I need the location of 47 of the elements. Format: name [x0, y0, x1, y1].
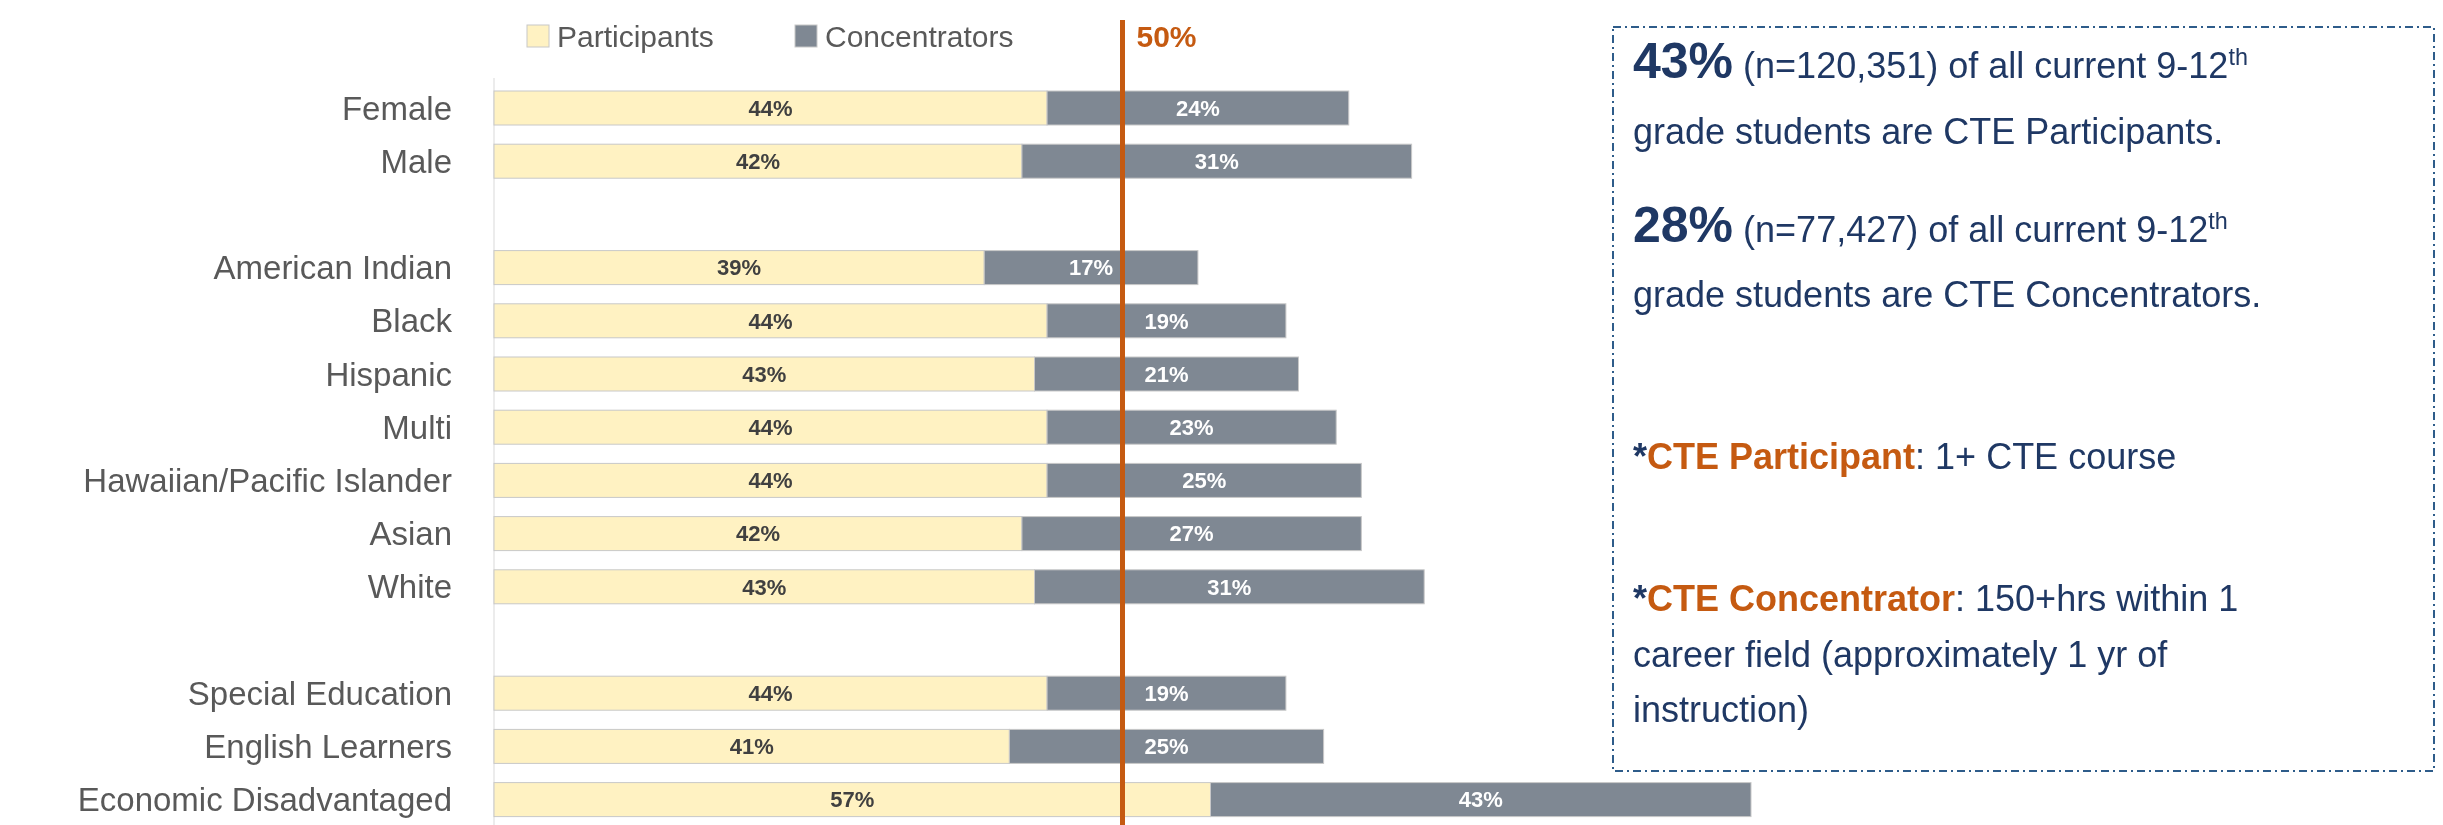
y-tick-label: Male [380, 142, 452, 180]
annotation: *CTE Concentrator: 150+hrs within 1 [1633, 578, 2239, 619]
y-tick-label: Multi [382, 408, 452, 446]
data-label: 31% [1194, 148, 1239, 174]
data-label: 44% [748, 468, 793, 494]
annotation: *CTE Participant: 1+ CTE course [1633, 436, 2177, 477]
annotation: career field (approximately 1 yr of [1633, 634, 2169, 675]
y-tick-label: Economic Disadvantaged [77, 781, 452, 819]
data-label: 44% [748, 95, 793, 121]
annotation: 28% (n=77,427) of all current 9-12$^{th}$ [1633, 197, 2228, 253]
data-label: 23% [1169, 414, 1214, 440]
annotation: instruction) [1633, 689, 1810, 730]
y-tick-label: Female [341, 89, 452, 127]
data-label: 31% [1207, 574, 1252, 600]
data-label: 41% [729, 734, 774, 760]
data-label: 19% [1144, 308, 1189, 334]
legend-label: Concentrators [825, 19, 1014, 53]
data-label: 42% [735, 521, 780, 547]
annotation: grade students are CTE Participants. [1633, 111, 2224, 152]
annotation: grade students are CTE Concentrators. [1633, 274, 2262, 315]
data-label: 39% [717, 255, 762, 281]
y-tick-label: Black [371, 302, 453, 340]
y-tick-label: Special Education [187, 674, 452, 712]
data-label: 57% [830, 787, 875, 813]
y-tick-label: White [367, 568, 452, 606]
y-tick-label: Asian [369, 515, 452, 553]
data-label: 43% [742, 361, 787, 387]
data-label: 21% [1144, 361, 1189, 387]
y-tick-label: English Learners [204, 727, 452, 765]
data-label: 25% [1144, 734, 1189, 760]
y-tick-label: Hawaiian/Pacific Islander [83, 461, 453, 499]
legend-label: Participants [557, 19, 714, 53]
data-label: 42% [735, 148, 780, 174]
data-label: 19% [1144, 680, 1189, 706]
ref-line-label: 50% [1136, 19, 1197, 53]
data-label: 44% [748, 680, 793, 706]
data-label: 24% [1175, 95, 1220, 121]
data-label: 44% [748, 308, 793, 334]
data-label: 43% [742, 574, 787, 600]
data-label: 44% [748, 414, 793, 440]
y-tick-label: American Indian [213, 249, 452, 287]
data-label: 17% [1069, 255, 1114, 281]
y-tick-label: Hispanic [325, 355, 452, 393]
annotation: 43% (n=120,351) of all current 9-12$^{th}$ [1633, 33, 2248, 89]
data-label: 43% [1458, 787, 1503, 813]
data-label: 27% [1169, 521, 1214, 547]
data-label: 25% [1182, 468, 1227, 494]
